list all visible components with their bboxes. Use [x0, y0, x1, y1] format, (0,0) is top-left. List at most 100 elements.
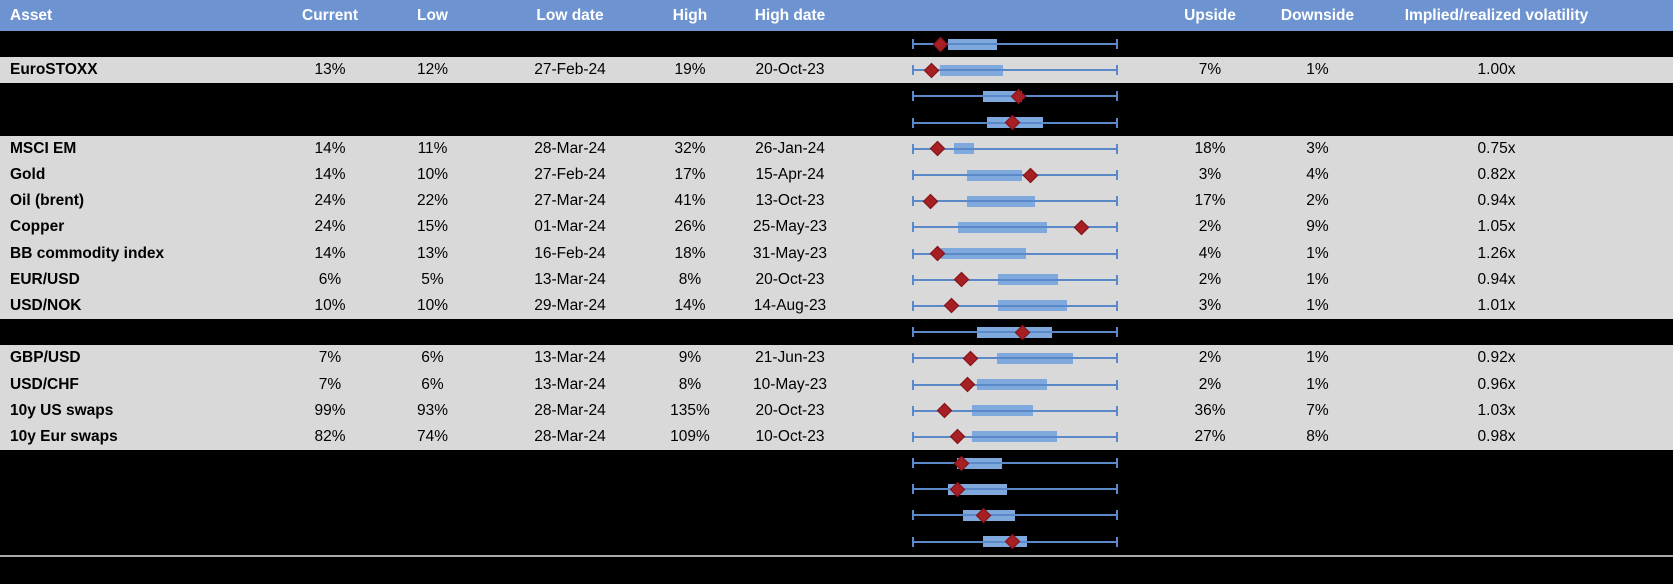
cell-current: 14%	[314, 166, 346, 184]
cell-upside: 2%	[1198, 218, 1222, 236]
whisker-cap-right	[1116, 117, 1118, 128]
col-header-chart-spacer	[855, 0, 1175, 31]
cell-current: 99%	[314, 401, 346, 419]
cell-high_date: 15-Apr-24	[755, 166, 825, 184]
cell-current: 7%	[318, 349, 342, 367]
cell-downside: 4%	[1306, 166, 1329, 184]
whisker-cap-right	[1116, 143, 1118, 154]
cell-low_date: 13-Mar-24	[534, 270, 606, 288]
cell-high: 109%	[670, 427, 710, 445]
table-row-section	[0, 502, 1673, 529]
current-marker-diamond-icon	[1022, 167, 1039, 183]
cell-low: 11%	[417, 139, 448, 157]
cell-downside: 1%	[1306, 349, 1329, 367]
whisker-cap-left	[912, 91, 914, 102]
current-marker-diamond-icon	[954, 272, 970, 288]
whisker-line	[913, 226, 1117, 229]
whisker-cap-left	[912, 300, 914, 311]
whisker-line	[913, 147, 1117, 150]
whisker-cap-left	[912, 39, 914, 50]
cell-implied_realized: 0.94x	[1477, 192, 1516, 210]
table-row-section	[0, 109, 1673, 136]
table-row: Oil (brent) 24% 22% 27-Mar-24 41% 13-Oct-23 17…	[0, 188, 1673, 215]
cell-current: 24%	[314, 218, 346, 236]
whisker-cap-left	[912, 248, 914, 259]
cell-downside: 3%	[1306, 139, 1329, 157]
cell-low: 5%	[421, 270, 444, 288]
cell-high_date: 26-Jan-24	[755, 139, 825, 157]
cell-high: 17%	[674, 166, 706, 184]
cell-current: 7%	[318, 375, 342, 393]
whisker-cap-left	[912, 170, 914, 181]
whisker-cap-left	[912, 405, 914, 416]
cell-upside: 27%	[1194, 427, 1226, 445]
cell-high: 8%	[678, 375, 702, 393]
cell-implied_realized: 0.92x	[1477, 349, 1516, 367]
col-header-high: High	[672, 6, 708, 24]
cell-high_date: 10-May-23	[752, 375, 828, 393]
boxplot-chart	[855, 31, 1175, 57]
whisker-cap-left	[912, 379, 914, 390]
whisker-cap-left	[912, 196, 914, 207]
table-row-section	[0, 31, 1673, 58]
cell-implied_realized: 1.03x	[1477, 401, 1516, 419]
cell-high: 26%	[674, 218, 706, 236]
current-marker-diamond-icon	[936, 402, 953, 419]
cell-upside: 17%	[1194, 192, 1226, 210]
whisker-cap-right	[1116, 196, 1118, 207]
cell-high: 9%	[678, 349, 702, 367]
cell-upside: 2%	[1198, 375, 1222, 393]
cell-implied_realized: 0.94x	[1477, 270, 1516, 288]
whisker-cap-left	[912, 431, 914, 442]
boxplot-chart	[855, 57, 1175, 83]
whisker-cap-right	[1116, 65, 1118, 76]
whisker-line	[913, 409, 1117, 412]
cell-asset: Copper	[10, 218, 65, 236]
cell-upside: 2%	[1198, 349, 1222, 367]
whisker-line	[913, 462, 1117, 465]
table-row: Gold 14% 10% 27-Feb-24 17% 15-Apr-24 3% 4% 0.82x	[0, 161, 1673, 189]
cell-low: 10%	[416, 166, 449, 184]
whisker-cap-right	[1116, 248, 1118, 259]
cell-asset: EuroSTOXX	[10, 61, 98, 79]
cell-low: 15%	[416, 218, 449, 236]
boxplot-chart	[855, 293, 1175, 319]
table-row: Copper 24% 15% 01-Mar-24 26% 25-May-23 2% 9% 1.0…	[0, 214, 1673, 241]
current-marker-diamond-icon	[1073, 219, 1090, 236]
whisker-cap-right	[1116, 300, 1118, 311]
cell-high_date: 13-Oct-23	[755, 192, 825, 210]
current-marker-diamond-icon	[950, 429, 966, 445]
boxplot-chart	[855, 345, 1175, 371]
whisker-cap-right	[1116, 458, 1118, 469]
cell-current: 14%	[314, 244, 346, 262]
cell-low_date: 01-Mar-24	[534, 218, 606, 236]
cell-low_date: 16-Feb-24	[534, 244, 606, 262]
whisker-cap-left	[912, 117, 914, 128]
table-row-section	[0, 319, 1673, 346]
cell-implied_realized: 1.00x	[1477, 61, 1516, 79]
cell-high_date: 14-Aug-23	[753, 296, 827, 314]
cell-high: 41%	[674, 192, 706, 210]
whisker-cap-right	[1116, 536, 1118, 547]
cell-downside: 7%	[1306, 401, 1329, 419]
cell-upside: 18%	[1194, 139, 1226, 157]
boxplot-chart	[855, 241, 1175, 267]
col-header-downside: Downside	[1280, 6, 1355, 24]
table-row: USD/CHF 7% 6% 13-Mar-24 8% 10-May-23 2% 1% 0.96x	[0, 371, 1673, 398]
boxplot-chart	[855, 136, 1175, 162]
cell-low: 6%	[421, 349, 444, 367]
table-row: BB commodity index 14% 13% 16-Feb-24 18% 31-M…	[0, 240, 1673, 267]
cell-low_date: 27-Mar-24	[534, 192, 606, 210]
table-row-section	[0, 476, 1673, 503]
table-row-section	[0, 528, 1673, 555]
cell-high_date: 20-Oct-23	[755, 401, 825, 419]
cell-asset: GBP/USD	[10, 349, 81, 367]
boxplot-chart	[855, 83, 1175, 109]
whisker-cap-right	[1116, 91, 1118, 102]
cell-downside: 1%	[1306, 61, 1329, 79]
boxplot-chart	[855, 502, 1175, 528]
cell-high: 18%	[674, 244, 706, 262]
table-row: 10y US swaps 99% 93% 28-Mar-24 135% 20-Oct-23…	[0, 397, 1673, 424]
cell-asset: BB commodity index	[10, 244, 165, 262]
current-marker-diamond-icon	[932, 36, 949, 52]
